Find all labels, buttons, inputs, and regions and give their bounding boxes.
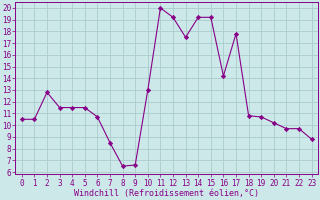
- X-axis label: Windchill (Refroidissement éolien,°C): Windchill (Refroidissement éolien,°C): [74, 189, 259, 198]
